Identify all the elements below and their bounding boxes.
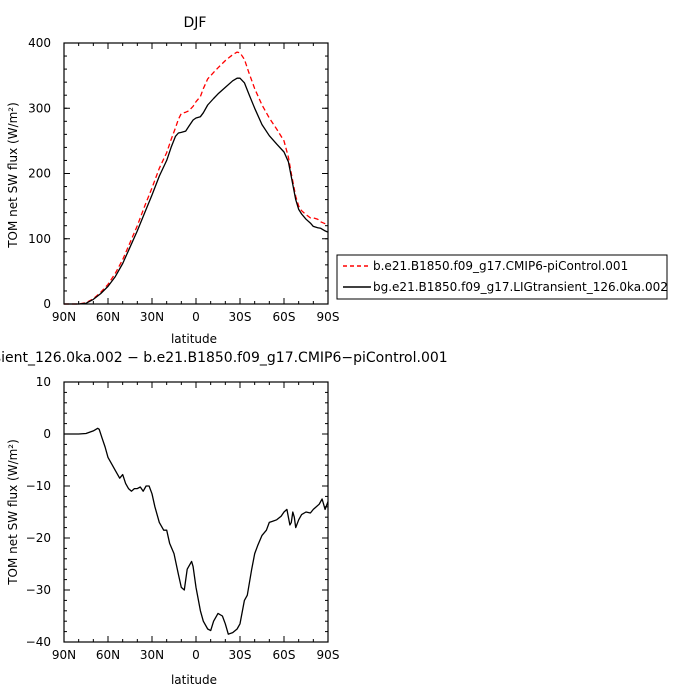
bottom-y-tick-label: −30 (26, 583, 51, 597)
top-x-tick-label: 60N (96, 310, 120, 324)
top-y-tick-label: 200 (28, 167, 51, 181)
top-y-tick-label: 100 (28, 232, 51, 246)
top-chart-title: DJF (184, 15, 207, 31)
legend: b.e21.B1850.f09_g17.CMIP6-piControl.001 … (336, 254, 668, 300)
bottom-x-tick-label: 30S (229, 648, 252, 662)
bottom-y-tick-label: −20 (26, 531, 51, 545)
legend-box (336, 254, 668, 300)
bottom-y-tick-label: −10 (26, 479, 51, 493)
bottom-plot-frame (63, 381, 329, 643)
top-x-tick-label: 60S (273, 310, 296, 324)
bottom-plot-area: 90N 60N 30N 0 30S 60S 90S 10 0 −10 −20 −30 −40 (26, 375, 340, 662)
bottom-series-line-1 (64, 427, 329, 635)
top-x-tick-label: 30N (140, 310, 164, 324)
bottom-y-tick-label: −40 (26, 635, 51, 649)
bottom-x-tick-label: 60S (273, 648, 296, 662)
top-series-line-2 (64, 77, 329, 305)
top-plot-area: 90N 60N 30N 0 30S 60S 90S 0 100 200 300 400 (28, 36, 339, 324)
bottom-x-tick-label: 90S (317, 648, 340, 662)
legend-label-ligtransient: bg.e21.B1850.f09_g17.LIGtransient_126.0k… (373, 280, 668, 294)
bottom-x-axis-label: latitude (171, 673, 217, 687)
top-y-tick-label: 300 (28, 101, 51, 115)
bottom-y-axis-label: TOM net SW flux (W/m²) (6, 439, 20, 586)
bottom-x-tick-label: 0 (192, 648, 200, 662)
top-y-tick-label: 400 (28, 36, 51, 50)
bottom-y-tick-label: 10 (36, 375, 51, 389)
bottom-x-tick-label: 60N (96, 648, 120, 662)
bottom-x-tick-label: 90N (52, 648, 76, 662)
bottom-chart-title: LIGtransient_126.0ka.002 − b.e21.B1850.f… (0, 350, 448, 366)
bottom-panel: LIGtransient_126.0ka.002 − b.e21.B1850.f… (0, 350, 448, 687)
top-x-tick-label: 90S (317, 310, 340, 324)
top-x-tick-label: 90N (52, 310, 76, 324)
bottom-y-tick-label: 0 (43, 427, 51, 441)
top-series-line-1 (64, 51, 329, 305)
top-y-tick-label: 0 (43, 297, 51, 311)
top-panel: DJF 90N 60N 30N 0 30S 60S 90S 0 100 200 300 400 lat… (6, 15, 668, 346)
bottom-x-tick-label: 30N (140, 648, 164, 662)
top-y-axis-label: TOM net SW flux (W/m²) (6, 102, 20, 249)
top-x-tick-label: 0 (192, 310, 200, 324)
top-x-tick-label: 30S (229, 310, 252, 324)
legend-label-picontrol: b.e21.B1850.f09_g17.CMIP6-piControl.001 (373, 259, 628, 273)
top-plot-frame (63, 42, 329, 305)
top-x-axis-label: latitude (171, 332, 217, 346)
